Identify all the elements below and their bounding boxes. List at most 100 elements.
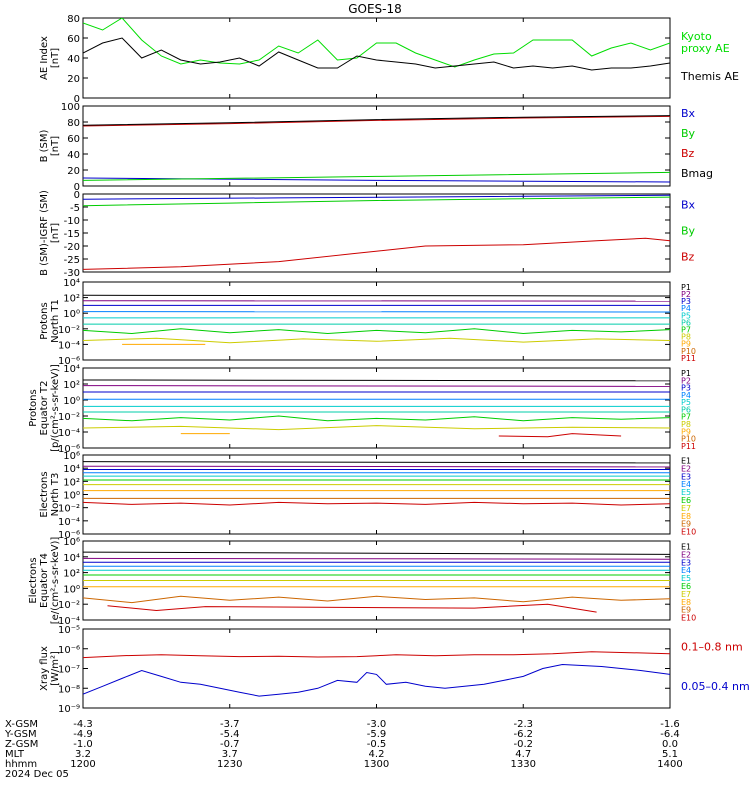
- legend-entry: proxy AE: [681, 42, 730, 55]
- legend-entry: E8: [681, 598, 691, 607]
- y-tick-label: 10⁻⁴: [58, 517, 80, 528]
- y-tick-label: 10²: [63, 294, 80, 305]
- series-line-Bx: [83, 177, 670, 183]
- x-axis-value: 0.0: [662, 739, 678, 750]
- legend-entry: Bx: [681, 107, 696, 120]
- legend-entry: P3: [681, 297, 691, 306]
- legend-entry: E5: [681, 574, 691, 583]
- x-axis-row-label: X-GSM: [5, 719, 38, 730]
- panel-4: 10⁻⁶ 10⁻⁴ 10⁻² 10⁰ 10² 10⁴ Protons North T1 P1P2…: [39, 278, 696, 367]
- legend-entry: E1: [681, 543, 691, 552]
- y-axis-label: North T3: [50, 473, 61, 517]
- series-line-By: [83, 171, 670, 181]
- y-tick-label: 40: [67, 54, 80, 65]
- legend-entry: Bmag: [681, 167, 713, 180]
- legend-entry: E4: [681, 566, 691, 575]
- series-line-E2: [83, 557, 670, 560]
- y-axis-label: Equator T2: [39, 381, 50, 436]
- series-line-E9: [83, 595, 670, 604]
- panel-5: 10⁻⁶ 10⁻⁴ 10⁻² 10⁰ 10² 10⁴ Protons Equator T2 [p…: [28, 364, 696, 455]
- y-tick-label: 10⁻⁶: [58, 645, 80, 656]
- x-axis-value: 1330: [511, 759, 536, 770]
- series-line-P1: [83, 294, 670, 297]
- y-axis-label: [e/(cm²-s-sr-keV)]: [50, 537, 61, 625]
- legend-entry: P9: [681, 340, 691, 349]
- y-tick-label: 10⁰: [63, 584, 80, 595]
- series-line-E10: [107, 603, 597, 613]
- y-tick-label: 10⁻²: [58, 325, 80, 336]
- legend-entry: E10: [681, 614, 696, 623]
- x-axis-value: 4.2: [369, 749, 385, 760]
- x-axis-value: -0.2: [513, 739, 533, 750]
- series-line-Bx: [83, 194, 670, 200]
- y-axis-label: Electrons: [39, 471, 50, 517]
- series-line-P7: [83, 415, 670, 422]
- x-axis-value: -6.4: [660, 729, 680, 740]
- y-tick-label: 10⁶: [63, 451, 80, 462]
- legend-entry: Themis AE: [680, 70, 739, 83]
- y-tick-label: -15: [64, 229, 80, 240]
- series-line-P1: [83, 379, 670, 382]
- legend-entry: P10: [681, 435, 696, 444]
- panel-frame: [82, 193, 671, 273]
- y-axis-label: [nT]: [50, 223, 61, 243]
- legend-entry: E2: [681, 550, 691, 559]
- legend-entry: P2: [681, 290, 691, 299]
- y-tick-label: 10⁻⁶: [58, 530, 80, 541]
- x-axis-row-label: hhmm: [5, 759, 37, 770]
- legend-entry: E8: [681, 512, 691, 521]
- x-axis-value: -2.3: [513, 719, 533, 730]
- legend-entry: P5: [681, 311, 691, 320]
- legend-entry: P11: [681, 442, 696, 451]
- plot-title: GOES-18: [348, 2, 402, 16]
- panel-6: 10⁻⁶ 10⁻⁴ 10⁻² 10⁰ 10² 10⁴ 10⁶ Electrons North T…: [39, 451, 696, 541]
- y-tick-label: 60: [67, 34, 80, 45]
- x-axis-value: -0.7: [220, 739, 240, 750]
- y-tick-label: 10⁻⁶: [58, 356, 80, 367]
- y-tick-label: 60: [67, 134, 80, 145]
- y-axis-label: B (SM)-IGRF (SM): [39, 190, 50, 276]
- y-tick-label: 10⁻²: [58, 504, 80, 515]
- x-axis-value: 4.7: [515, 749, 531, 760]
- legend-entry: P6: [681, 318, 691, 327]
- y-tick-label: 40: [67, 150, 80, 161]
- y-tick-label: 0: [74, 94, 80, 105]
- legend-entry: E1: [681, 457, 691, 466]
- y-tick-label: 10⁰: [63, 396, 80, 407]
- legend-entry: E4: [681, 480, 691, 489]
- y-tick-label: 10⁻⁸: [58, 684, 80, 695]
- x-axis-row-label: Y-GSM: [4, 729, 37, 740]
- series-line-Bz: [83, 237, 670, 270]
- legend-entry: P9: [681, 427, 691, 436]
- y-axis-label: [p/(cm²-s-sr-keV)]: [50, 364, 61, 452]
- y-tick-label: 20: [67, 166, 80, 177]
- series-line-P8: [83, 425, 670, 431]
- x-axis-row-label: MLT: [5, 749, 25, 760]
- y-axis-label: [W/m²]: [50, 651, 61, 686]
- legend-entry: E9: [681, 520, 691, 529]
- series-line-Bmag: [83, 115, 670, 126]
- legend-entry: 0.05–0.4 nm: [681, 680, 750, 693]
- y-tick-label: 10⁰: [63, 309, 80, 320]
- y-axis-label: [nT]: [50, 136, 61, 156]
- y-tick-label: 10⁻²: [58, 412, 80, 423]
- series-line-Kyoto proxy AE: [83, 18, 670, 68]
- y-tick-label: 10⁻⁴: [58, 428, 80, 439]
- legend-entry: Bz: [681, 147, 695, 160]
- legend-entry: E9: [681, 606, 691, 615]
- y-tick-label: 10⁻⁵: [58, 625, 80, 636]
- x-axis-value: 1230: [217, 759, 242, 770]
- legend-entry: P11: [681, 354, 696, 363]
- legend-entry: P8: [681, 333, 691, 342]
- x-axis-value: 3.2: [75, 749, 91, 760]
- legend-entry: E6: [681, 582, 691, 591]
- series-line-Themis AE: [83, 37, 670, 71]
- y-tick-label: 80: [67, 118, 80, 129]
- series-line-P11: [498, 433, 622, 438]
- legend-entry: E7: [681, 590, 691, 599]
- y-tick-label: 10²: [63, 569, 80, 580]
- legend-entry: E3: [681, 558, 691, 567]
